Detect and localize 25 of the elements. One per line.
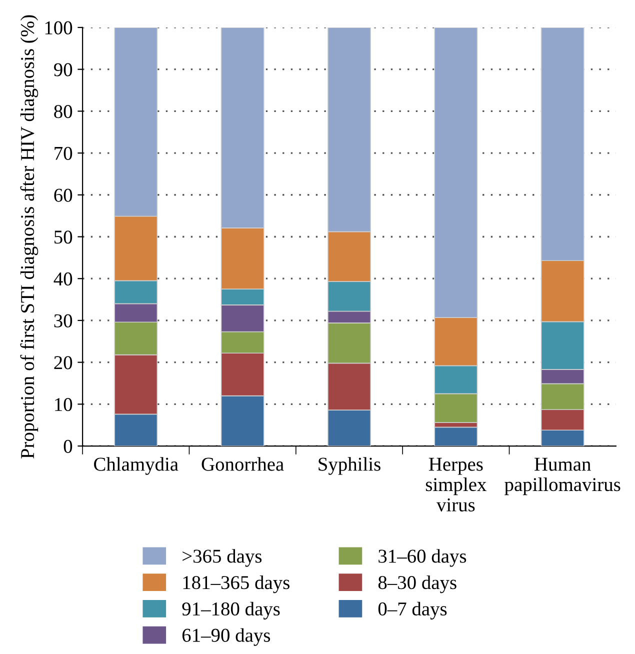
y-tick-label: 10 <box>55 398 72 412</box>
legend-label: >365 days <box>182 549 262 567</box>
y-tick-label: 20 <box>54 356 72 370</box>
legend-label: 0–7 days <box>378 602 447 620</box>
legend-label: 181–365 days <box>183 575 290 594</box>
legend-label: 8–30 days <box>378 575 456 594</box>
x-tick-label: Chlamydia <box>94 457 178 475</box>
y-tick-label: 40 <box>54 272 72 286</box>
y-tick-label: 80 <box>54 104 72 118</box>
x-tick-label: Human papillomavirus <box>504 458 620 496</box>
y-axis-title: Proportion of first STI diagnosis after HIV diagnosis (%) <box>20 15 38 459</box>
y-tick-label: 60 <box>54 188 72 202</box>
y-tick-label: 90 <box>54 63 72 76</box>
y-tick-label: 100 <box>45 21 72 34</box>
y-tick-label: 70 <box>54 146 72 160</box>
bar <box>434 426 478 446</box>
y-tick-label: 50 <box>54 230 72 244</box>
legend-label: 91–180 days <box>182 602 280 620</box>
legend-label: 31–60 days <box>378 549 466 567</box>
x-tick-label: Syphilis <box>318 457 380 475</box>
x-tick-label: Gonorrhea <box>202 457 284 471</box>
legend-label: 61–90 days <box>182 628 270 646</box>
y-tick-label: 0 <box>64 440 72 453</box>
y-tick-label: 30 <box>54 314 72 328</box>
x-tick-label: Herpes simplex virus <box>426 458 486 512</box>
